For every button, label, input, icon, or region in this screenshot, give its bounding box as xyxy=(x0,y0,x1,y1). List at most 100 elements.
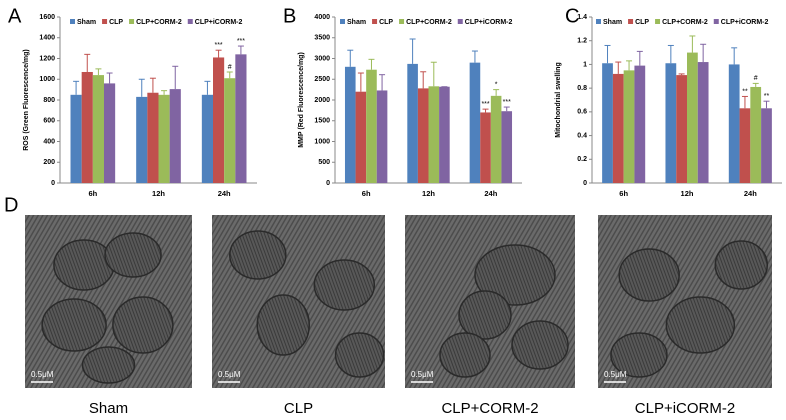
bar xyxy=(490,95,502,183)
bar xyxy=(376,90,388,183)
legend-label: Sham xyxy=(77,19,96,26)
mitochondrion xyxy=(81,346,136,384)
legend-swatch xyxy=(187,19,193,24)
y-tick-label: 1.2 xyxy=(577,38,587,45)
y-axis-label: MMP (Red Fluorescence/mg) xyxy=(298,52,305,148)
mitochondrion xyxy=(334,332,385,378)
significance-mark: * xyxy=(495,81,498,88)
y-tick-label: 0 xyxy=(51,180,55,187)
legend-label: CLP+iCORM-2 xyxy=(195,19,243,26)
y-tick-label: 800 xyxy=(43,97,55,104)
caption: CLP+iCORM-2 xyxy=(635,400,735,417)
mitochondrion xyxy=(610,332,668,378)
mitochondrion xyxy=(229,230,287,280)
mitochondrion xyxy=(458,290,512,340)
x-tick-label: 6h xyxy=(88,189,97,198)
legend-label: Sham xyxy=(603,19,622,26)
bar xyxy=(602,63,613,183)
legend-swatch xyxy=(102,19,108,24)
legend-label: CLP+CORM-2 xyxy=(406,19,452,26)
y-tick-label: 1000 xyxy=(39,76,55,83)
x-tick-label: 24h xyxy=(744,189,757,198)
bar xyxy=(665,63,677,183)
x-tick-label: 24h xyxy=(218,189,231,198)
y-tick-label: 1 xyxy=(583,61,587,68)
y-tick-label: 600 xyxy=(43,118,55,125)
panel-label: D xyxy=(4,194,18,216)
y-tick-label: 0 xyxy=(583,180,587,187)
x-tick-label: 6h xyxy=(362,189,371,198)
bar xyxy=(761,108,772,183)
x-tick-label: 12h xyxy=(681,189,694,198)
mitochondrion xyxy=(665,296,736,354)
legend-swatch xyxy=(129,19,135,24)
y-tick-label: 2500 xyxy=(314,76,330,83)
y-tick-label: 1000 xyxy=(314,138,330,145)
y-tick-label: 0.8 xyxy=(577,85,587,92)
bar xyxy=(235,54,247,183)
x-tick-label: 6h xyxy=(619,189,628,198)
y-axis-label: Mitochondrial swelling xyxy=(555,62,562,137)
bar xyxy=(634,65,646,183)
mitochondrion xyxy=(439,332,491,378)
x-tick-label: 24h xyxy=(484,189,497,198)
mitochondrion xyxy=(41,298,107,352)
y-tick-label: 400 xyxy=(43,138,55,145)
legend-label: CLP+CORM-2 xyxy=(136,19,182,26)
caption: Sham xyxy=(89,400,128,417)
y-tick-label: 0.2 xyxy=(577,156,587,163)
significance-mark: # xyxy=(228,64,232,71)
legend-swatch xyxy=(340,19,345,24)
mitochondrion xyxy=(313,259,376,311)
bar xyxy=(697,62,709,183)
panel-label: A xyxy=(8,5,22,27)
x-tick-label: 12h xyxy=(422,189,435,198)
y-tick-label: 3500 xyxy=(314,35,330,42)
bar xyxy=(224,78,236,183)
y-tick-label: 3000 xyxy=(314,55,330,62)
legend-swatch xyxy=(655,19,661,24)
significance-mark: ** xyxy=(742,88,748,95)
legend-swatch xyxy=(457,19,463,24)
legend-label: Sham xyxy=(347,19,366,26)
legend-label: CLP+iCORM-2 xyxy=(721,19,769,26)
scale-bar-label: 0.5μM xyxy=(31,370,54,379)
y-axis-label: ROS (Green Fluorescence/mg) xyxy=(23,49,30,151)
bar xyxy=(355,91,367,183)
legend-label: CLP xyxy=(379,19,393,26)
mitochondrion xyxy=(53,239,115,291)
bar xyxy=(136,96,148,183)
y-tick-label: 0.6 xyxy=(577,109,587,116)
significance-mark: ** xyxy=(764,93,770,100)
bar xyxy=(81,71,93,183)
bar xyxy=(750,86,762,183)
y-tick-label: 1600 xyxy=(39,14,55,21)
legend-label: CLP xyxy=(635,19,649,26)
scale-bar-label: 0.5μM xyxy=(218,370,241,379)
y-tick-label: 4000 xyxy=(314,14,330,21)
mitochondrion xyxy=(474,244,556,306)
significance-mark: *** xyxy=(214,42,222,49)
bar xyxy=(612,73,624,183)
legend-label: CLP+iCORM-2 xyxy=(465,19,513,26)
bar xyxy=(366,69,377,183)
significance-mark: *** xyxy=(237,38,245,45)
bar xyxy=(169,89,181,183)
bar xyxy=(344,66,356,183)
legend-swatch xyxy=(713,19,719,24)
bar xyxy=(469,62,481,183)
significance-mark: # xyxy=(754,75,758,82)
bar xyxy=(501,111,513,183)
y-tick-label: 2000 xyxy=(314,97,330,104)
x-tick-label: 12h xyxy=(152,189,165,198)
legend-swatch xyxy=(628,19,634,24)
caption: CLP+CORM-2 xyxy=(441,400,538,417)
bar xyxy=(623,70,635,183)
mitochondrion xyxy=(511,320,569,370)
significance-mark: *** xyxy=(481,101,489,108)
y-tick-label: 500 xyxy=(318,159,330,166)
scale-bar-label: 0.5μM xyxy=(604,370,627,379)
panel-label: C xyxy=(565,5,579,27)
bar xyxy=(728,64,740,183)
